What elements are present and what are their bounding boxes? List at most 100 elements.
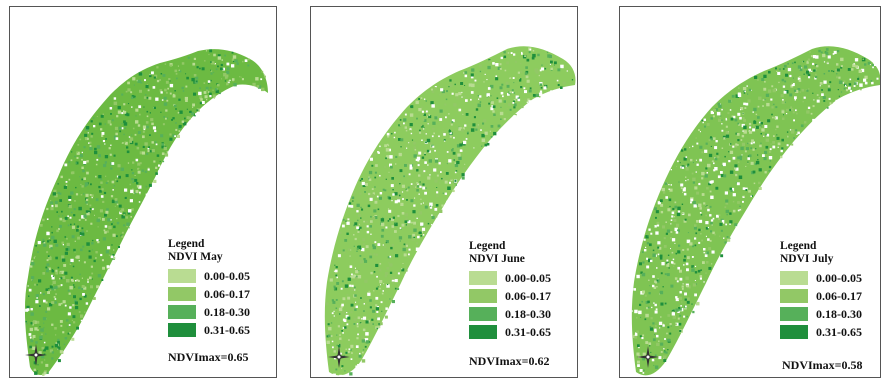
vegetation-pixel xyxy=(136,182,139,185)
vegetation-pixel xyxy=(204,60,206,62)
vegetation-pixel xyxy=(114,135,117,139)
vegetation-pixel xyxy=(58,228,60,230)
vegetation-pixel xyxy=(674,201,677,204)
vegetation-pixel xyxy=(656,342,660,346)
vegetation-pixel xyxy=(526,101,528,103)
vegetation-pixel xyxy=(449,129,451,131)
vegetation-pixel xyxy=(410,132,413,135)
vegetation-pixel xyxy=(448,159,452,163)
vegetation-pixel xyxy=(36,296,38,299)
vegetation-pixel xyxy=(736,133,740,136)
vegetation-pixel xyxy=(707,163,711,168)
vegetation-pixel xyxy=(368,290,370,292)
vegetation-pixel xyxy=(414,149,417,151)
vegetation-pixel xyxy=(683,187,686,190)
vegetation-pixel xyxy=(484,131,488,135)
vegetation-pixel xyxy=(409,164,413,167)
vegetation-pixel xyxy=(391,244,395,247)
vegetation-pixel xyxy=(672,309,675,311)
vegetation-pixel xyxy=(695,137,697,139)
vegetation-pixel xyxy=(51,357,54,360)
vegetation-pixel xyxy=(725,125,728,128)
vegetation-pixel xyxy=(333,288,336,290)
vegetation-pixel xyxy=(507,52,510,54)
vegetation-pixel xyxy=(734,167,737,170)
vegetation-pixel xyxy=(377,317,380,321)
vegetation-pixel xyxy=(660,272,663,275)
vegetation-pixel xyxy=(532,94,536,97)
vegetation-pixel xyxy=(690,158,693,162)
vegetation-pixel xyxy=(138,105,142,109)
vegetation-pixel xyxy=(422,113,424,115)
vegetation-pixel xyxy=(772,141,775,144)
vegetation-pixel xyxy=(755,125,759,129)
vegetation-pixel xyxy=(667,314,670,317)
vegetation-pixel xyxy=(490,101,494,105)
vegetation-pixel xyxy=(752,128,756,132)
vegetation-pixel xyxy=(438,162,441,165)
vegetation-pixel xyxy=(709,190,712,193)
vegetation-pixel xyxy=(32,335,36,338)
vegetation-pixel xyxy=(425,141,427,144)
vegetation-pixel xyxy=(796,133,798,135)
vegetation-pixel xyxy=(85,201,88,204)
vegetation-pixel xyxy=(716,152,719,155)
vegetation-pixel xyxy=(48,237,50,239)
vegetation-pixel xyxy=(36,320,40,324)
vegetation-pixel xyxy=(196,66,199,69)
legend-row: 0.06-0.17 xyxy=(168,286,250,302)
vegetation-pixel xyxy=(114,126,119,130)
vegetation-pixel xyxy=(146,110,149,113)
vegetation-pixel xyxy=(500,56,503,60)
vegetation-pixel xyxy=(678,181,680,183)
vegetation-pixel xyxy=(520,63,522,65)
vegetation-pixel xyxy=(342,218,345,221)
vegetation-pixel xyxy=(221,59,223,61)
vegetation-pixel xyxy=(408,235,412,239)
vegetation-pixel xyxy=(685,167,689,171)
vegetation-pixel xyxy=(757,154,759,156)
vegetation-pixel xyxy=(782,68,785,70)
vegetation-pixel xyxy=(725,223,727,226)
vegetation-pixel xyxy=(823,73,826,75)
vegetation-pixel xyxy=(159,89,163,92)
vegetation-pixel xyxy=(390,184,394,188)
vegetation-pixel xyxy=(43,348,46,352)
vegetation-pixel xyxy=(93,259,96,263)
vegetation-pixel xyxy=(369,322,373,326)
vegetation-pixel xyxy=(789,93,793,97)
vegetation-pixel xyxy=(420,234,423,237)
vegetation-pixel xyxy=(45,333,47,335)
vegetation-pixel xyxy=(648,342,652,345)
vegetation-pixel xyxy=(442,128,444,130)
vegetation-pixel xyxy=(326,331,329,334)
vegetation-pixel xyxy=(111,119,114,122)
vegetation-pixel xyxy=(681,203,684,205)
vegetation-pixel xyxy=(454,179,457,182)
vegetation-pixel xyxy=(83,286,87,290)
vegetation-pixel xyxy=(810,55,813,58)
vegetation-pixel xyxy=(737,122,740,125)
vegetation-pixel xyxy=(430,101,434,105)
vegetation-pixel xyxy=(713,108,716,112)
vegetation-pixel xyxy=(394,131,396,134)
vegetation-pixel xyxy=(133,84,135,86)
vegetation-pixel xyxy=(426,138,431,143)
vegetation-pixel xyxy=(456,144,461,148)
vegetation-pixel xyxy=(409,123,413,127)
vegetation-pixel xyxy=(101,188,104,191)
vegetation-pixel xyxy=(145,85,149,89)
vegetation-pixel xyxy=(385,178,387,180)
vegetation-pixel xyxy=(122,142,124,144)
vegetation-pixel xyxy=(196,109,199,112)
vegetation-pixel xyxy=(826,106,829,109)
vegetation-pixel xyxy=(692,177,696,181)
vegetation-pixel xyxy=(663,348,665,350)
vegetation-pixel xyxy=(398,236,403,240)
vegetation-pixel xyxy=(134,175,136,176)
vegetation-pixel xyxy=(373,209,377,213)
vegetation-pixel xyxy=(678,296,683,301)
vegetation-pixel xyxy=(408,248,411,251)
vegetation-pixel xyxy=(642,372,645,374)
vegetation-pixel xyxy=(500,118,502,120)
